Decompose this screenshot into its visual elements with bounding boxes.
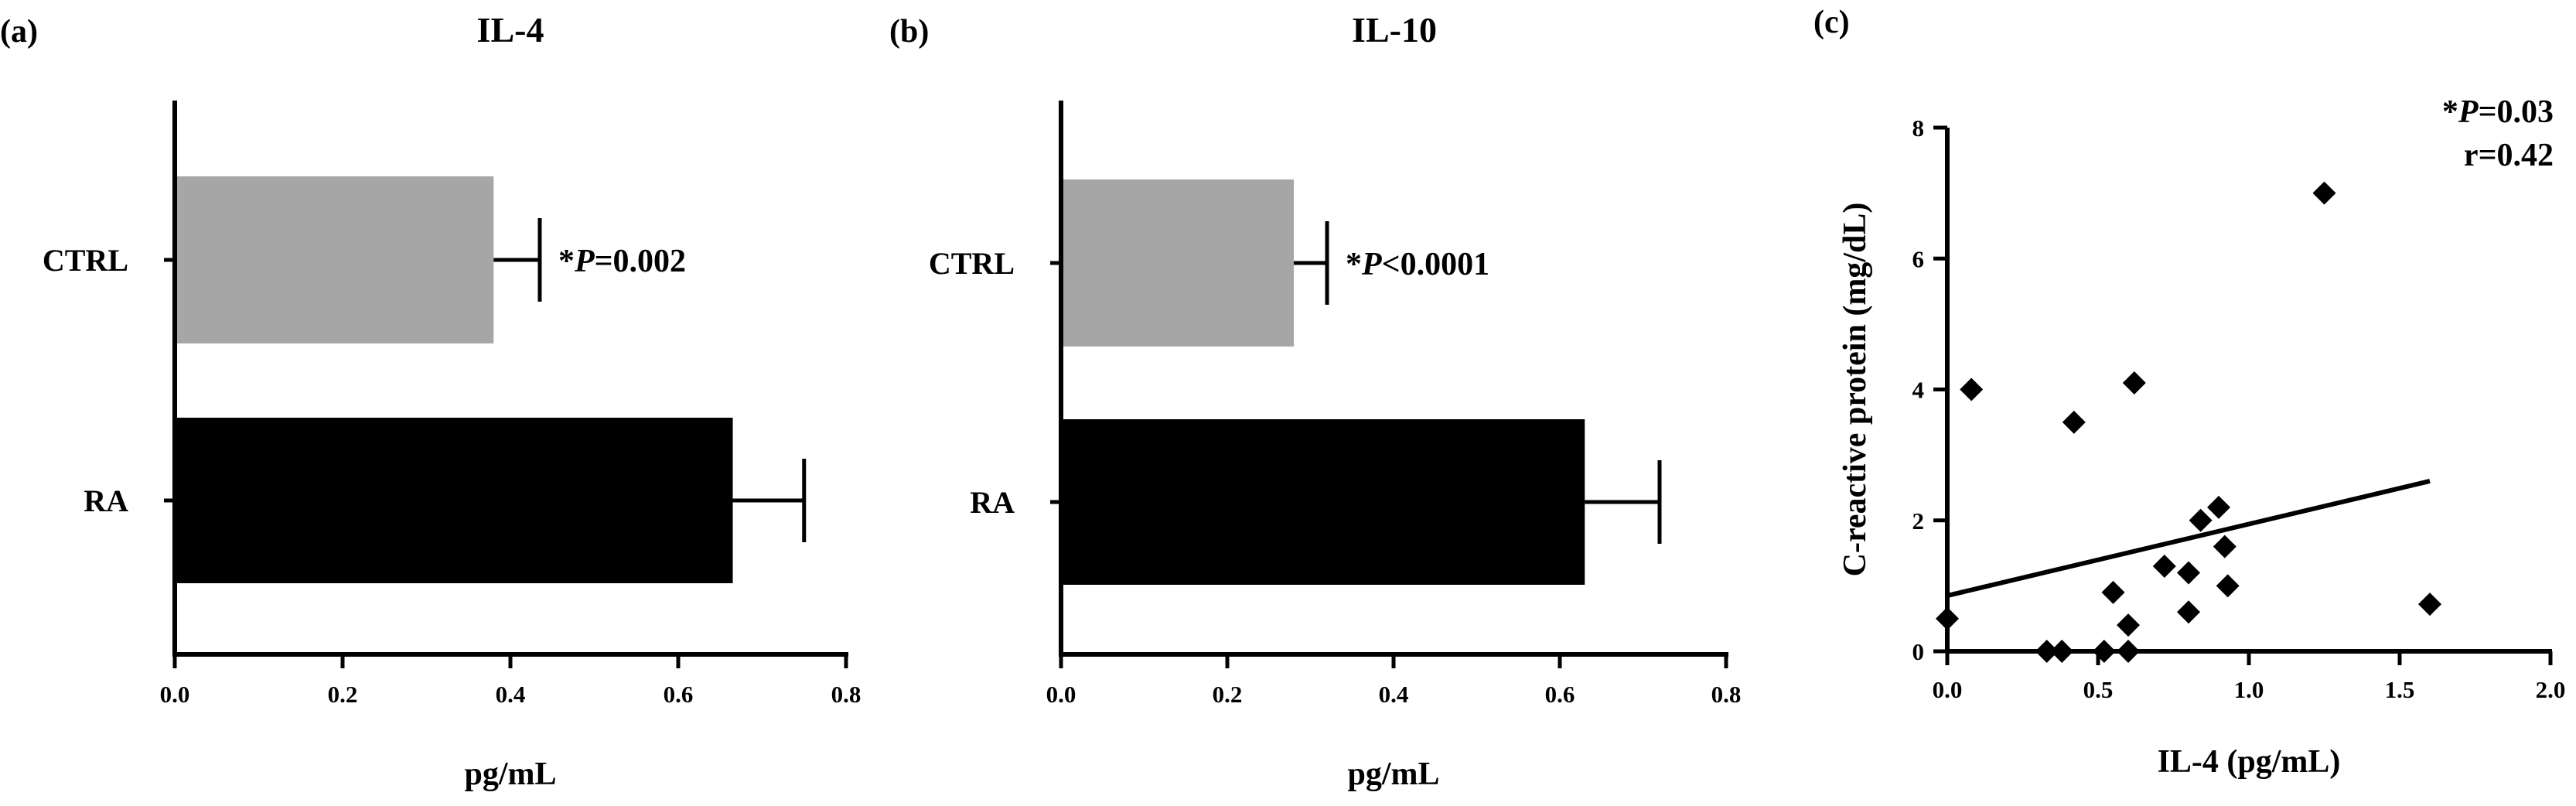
regression-line: [1947, 479, 2431, 598]
x-tick-label: 0.0: [160, 681, 190, 708]
data-point: [2101, 580, 2125, 604]
x-tick-label: 0.6: [1545, 681, 1575, 708]
y-tick-label: 8: [1912, 114, 1925, 142]
significance-annotation-prefix: *: [1346, 247, 1362, 282]
x-axis-label: IL-4 (pg/mL): [2158, 744, 2341, 780]
chart-title: IL-4: [477, 10, 544, 50]
data-point: [2177, 600, 2200, 624]
data-point: [2035, 640, 2059, 663]
data-point: [2152, 554, 2176, 578]
data-point: [2117, 613, 2140, 637]
x-tick-label: 1.5: [2385, 676, 2415, 703]
significance-annotation-value: =0.03: [2479, 94, 2554, 130]
panel-label: (c): [1813, 5, 1850, 40]
x-tick-label: 0.4: [496, 681, 526, 708]
data-point: [2189, 508, 2213, 532]
data-point: [2050, 640, 2074, 663]
bar-ctrl: [1061, 179, 1294, 347]
x-tick-label: 0.6: [664, 681, 694, 708]
bar-ra: [175, 418, 733, 583]
correlation-annotation: r=0.42: [2464, 138, 2554, 173]
bar-ctrl: [175, 176, 494, 343]
data-point: [2122, 371, 2146, 395]
significance-annotation-prefix: *: [2442, 94, 2458, 130]
x-axis-label: pg/mL: [464, 756, 556, 792]
significance-annotation-symbol: P: [1361, 247, 1382, 282]
significance-annotation-value: =0.002: [595, 244, 686, 279]
x-axis-label: pg/mL: [1347, 756, 1439, 792]
panel-b: (b) IL-10 CTRL RA 0.0 0.2 0.4 0.6 0.8 pg/mL: [889, 10, 1741, 792]
x-tick-label: 1.0: [2234, 676, 2264, 703]
x-tick-label: 0.0: [1046, 681, 1076, 708]
x-tick-label: 0.0: [1933, 676, 1963, 703]
x-tick-label: 0.8: [1711, 681, 1742, 708]
data-point: [2312, 181, 2336, 205]
y-tick-label: 6: [1912, 245, 1925, 272]
significance-annotation-symbol: P: [2458, 94, 2479, 130]
significance-annotation: *P=0.002: [558, 244, 686, 279]
x-tick-label: 0.4: [1379, 681, 1409, 708]
category-label-ra: RA: [970, 485, 1015, 520]
significance-annotation-symbol: P: [574, 244, 595, 279]
category-label-ra: RA: [84, 483, 128, 518]
data-point: [2177, 561, 2200, 585]
x-tick-label: 2.0: [2536, 676, 2566, 703]
data-point: [2062, 410, 2086, 434]
category-label-ctrl: CTRL: [43, 243, 128, 278]
chart-title: IL-10: [1352, 10, 1437, 50]
category-label-ctrl: CTRL: [929, 246, 1015, 281]
data-point: [2216, 574, 2240, 598]
panel-label: (b): [889, 14, 929, 50]
panel-c: (c) 0 2 4 6 8 0.0 0.5 1.0 1.5 2.0 IL-4 (pg/mL) C-rea…: [1813, 5, 2565, 780]
significance-annotation: *P<0.0001: [1346, 247, 1489, 282]
data-point: [1960, 377, 1984, 401]
x-tick-label: 0.8: [831, 681, 862, 708]
x-tick-label: 0.2: [328, 681, 358, 708]
bar-ra: [1061, 419, 1585, 585]
data-point: [1936, 606, 1959, 630]
y-tick-label: 4: [1912, 377, 1925, 404]
y-axis-label: C-reactive protein (mg/dL): [1837, 203, 1873, 577]
panel-a: (a) IL-4 CTRL RA 0.0 0.2 0.4 0.6 0.8 pg/mL: [0, 10, 861, 792]
significance-annotation-value: <0.0001: [1382, 247, 1489, 282]
significance-annotation: *P=0.03: [2442, 94, 2554, 130]
y-tick-label: 0: [1912, 638, 1925, 665]
data-point: [2418, 593, 2441, 616]
data-point: [2092, 640, 2116, 663]
panel-label: (a): [0, 14, 38, 50]
x-tick-label: 0.5: [2083, 676, 2114, 703]
data-point: [2207, 495, 2230, 519]
data-point: [2117, 640, 2140, 663]
y-tick-label: 2: [1912, 507, 1925, 534]
significance-annotation-prefix: *: [558, 244, 575, 279]
x-tick-label: 0.2: [1213, 681, 1243, 708]
data-point: [2213, 534, 2237, 558]
